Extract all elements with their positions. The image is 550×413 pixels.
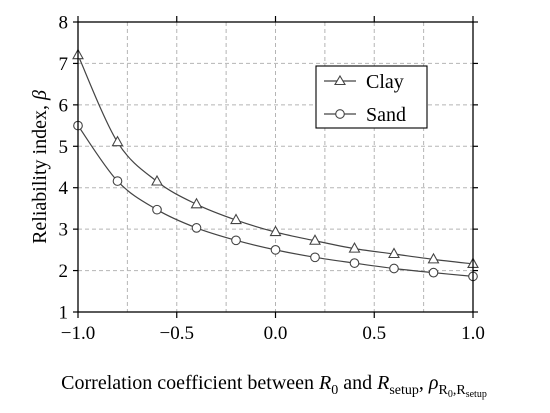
x-tick-label: 0.5 xyxy=(362,323,386,344)
y-tick-label: 6 xyxy=(59,95,69,116)
sand-data-point xyxy=(270,245,281,255)
clay-data-point xyxy=(309,234,321,245)
tick-labels: 1 2 3 4 5 6 7 8 −1.0 −0.5 0.0 0.5 1.0 xyxy=(59,13,485,345)
clay-data-point xyxy=(230,213,242,225)
legend-box xyxy=(315,65,428,129)
x-tick-label: −1.0 xyxy=(61,323,95,344)
plot-frame xyxy=(77,21,474,313)
sand-data-point xyxy=(112,176,123,186)
sand-data-point xyxy=(428,267,439,278)
sand-data-point xyxy=(349,258,360,268)
clay-data-point xyxy=(427,252,440,264)
y-axis-title: Reliability index, β xyxy=(29,90,51,244)
legend: Clay Sand xyxy=(315,65,428,129)
sand-data-point xyxy=(191,223,202,233)
y-tick-label: 7 xyxy=(59,54,69,75)
legend-clay-label: Clay xyxy=(366,71,404,93)
x-axis-title: Correlation coefficient between R0 and R… xyxy=(61,372,487,400)
sand-data-point xyxy=(231,235,241,246)
sand-data-point xyxy=(389,263,399,274)
clay-data-point xyxy=(348,241,361,253)
clay-data-point xyxy=(151,174,163,186)
y-tick-label: 2 xyxy=(59,261,69,282)
series-layer xyxy=(72,48,479,282)
x-tick-label: 0.0 xyxy=(264,323,288,344)
y-tick-label: 4 xyxy=(59,178,69,199)
clay-data-point xyxy=(111,135,124,147)
y-tick-label: 3 xyxy=(59,220,69,241)
y-tick-label: 1 xyxy=(59,303,69,324)
sand-data-point xyxy=(152,204,162,215)
sand-data-point xyxy=(310,252,320,263)
y-tick-label: 8 xyxy=(59,13,69,34)
x-tick-label: 1.0 xyxy=(461,323,485,344)
clay-data-point xyxy=(269,225,282,237)
legend-sand-label: Sand xyxy=(366,104,406,126)
legend-sand-marker xyxy=(335,109,345,119)
clay-data-point xyxy=(388,247,400,259)
clay-data-point xyxy=(190,197,203,209)
axis-ticks xyxy=(73,16,478,318)
x-tick-label: −0.5 xyxy=(160,323,194,344)
y-tick-label: 5 xyxy=(59,137,69,158)
legend-clay-marker xyxy=(334,74,346,86)
